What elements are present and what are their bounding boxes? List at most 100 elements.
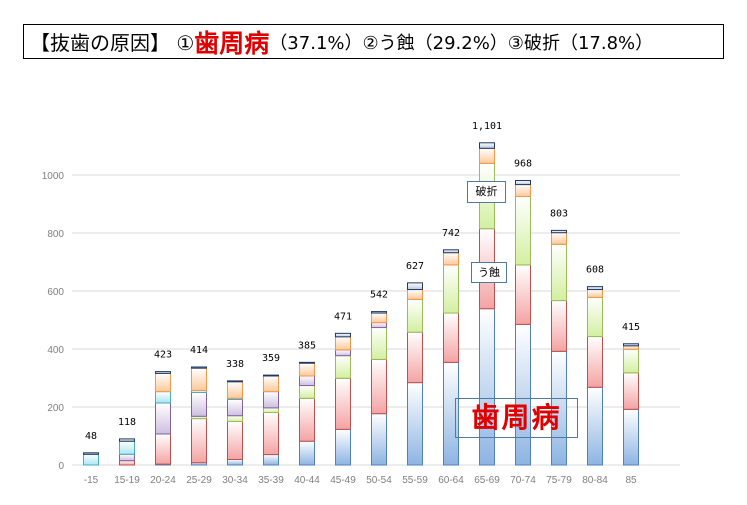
- bar-segment: [155, 402, 171, 435]
- data-label: 415: [622, 322, 640, 333]
- bar-segment: [515, 195, 531, 266]
- x-tick-label: 35-39: [258, 475, 284, 486]
- bar-segment: [479, 308, 495, 466]
- x-tick-label: 75-79: [546, 475, 572, 486]
- bar-segment: [299, 440, 315, 466]
- bar-segment: [587, 286, 603, 291]
- data-label: 968: [514, 159, 532, 170]
- data-label: 338: [226, 359, 244, 370]
- bar-segment: [515, 323, 531, 466]
- bar-segment: [515, 184, 531, 197]
- x-tick-label: 30-34: [222, 475, 248, 486]
- bar-segment: [443, 264, 459, 314]
- bar-segment: [119, 453, 135, 462]
- bar-segment: [335, 428, 351, 466]
- bar-segment: [587, 336, 603, 388]
- title-rest: （37.1%）②う蝕（29.2%）③破折（17.8%）: [269, 32, 654, 54]
- x-tick-label: 65-69: [474, 475, 500, 486]
- bar-segment: [515, 180, 531, 186]
- bar-segment: [119, 438, 135, 442]
- annotation-fracture: 破折: [467, 181, 506, 203]
- bar-segment: [263, 375, 279, 393]
- title-highlight: 歯周病: [194, 28, 270, 58]
- bar-segment: [479, 147, 495, 164]
- bar-segment: [335, 336, 351, 351]
- bar-segment: [623, 343, 639, 347]
- bar-segment: [407, 382, 423, 466]
- bar-segment: [587, 289, 603, 298]
- bar-segment: [371, 312, 387, 324]
- bar-segment: [371, 358, 387, 415]
- bar-segment: [371, 322, 387, 329]
- bar-segment: [227, 421, 243, 460]
- bar-segment: [335, 349, 351, 357]
- bar-segment: [263, 391, 279, 409]
- bar-segment: [443, 252, 459, 266]
- x-tick-label: 80-84: [582, 475, 608, 486]
- bar-segment: [623, 372, 639, 410]
- bar-segment: [155, 372, 171, 393]
- bar-segment: [335, 355, 351, 379]
- bar-segment: [371, 327, 387, 360]
- y-tick-label: 800: [47, 229, 64, 240]
- data-label: 48: [85, 431, 97, 442]
- data-label: 803: [550, 208, 568, 219]
- bar-segment: [587, 296, 603, 338]
- bar-segment: [227, 458, 243, 466]
- bar-segment: [407, 298, 423, 333]
- x-tick-label: 70-74: [510, 475, 536, 486]
- x-tick-label: 40-44: [294, 475, 320, 486]
- x-tick-label: 50-54: [366, 475, 392, 486]
- data-label: 359: [262, 353, 280, 364]
- bar-segment: [263, 407, 279, 414]
- bar-segment: [227, 380, 243, 383]
- bar-segment: [227, 398, 243, 417]
- bar-segment: [299, 361, 315, 364]
- bar-segment: [263, 454, 279, 466]
- data-label: 627: [406, 261, 424, 272]
- bar-segment: [479, 142, 495, 149]
- annotation-caries: う蝕: [471, 262, 507, 283]
- bar-segment: [155, 371, 171, 374]
- bar-segment: [407, 331, 423, 384]
- bar-segment: [443, 249, 459, 254]
- bar-segment: [191, 366, 207, 369]
- data-label: 385: [298, 340, 316, 351]
- x-tick-label: 15-19: [114, 475, 140, 486]
- y-tick-label: 600: [47, 287, 64, 298]
- bar-segment: [551, 243, 567, 302]
- data-label: 742: [442, 228, 460, 239]
- title-prefix: 【抜歯の原因】 ①: [30, 31, 195, 55]
- bar-segment: [263, 412, 279, 456]
- bar-segment: [551, 232, 567, 245]
- y-tick-label: 400: [47, 345, 64, 356]
- bar-segment: [119, 460, 135, 466]
- x-tick-label: 55-59: [402, 475, 428, 486]
- bar-segment: [551, 300, 567, 352]
- bar-segment: [191, 367, 207, 391]
- bar-segment: [623, 345, 639, 350]
- bar-segment: [335, 377, 351, 430]
- data-label: 1,101: [472, 121, 502, 132]
- bar-segment: [299, 385, 315, 399]
- bar-segment: [371, 413, 387, 466]
- y-tick-label: 1000: [42, 171, 65, 182]
- bar-segment: [623, 408, 639, 466]
- x-tick-label: 20-24: [150, 475, 176, 486]
- bar-segment: [407, 282, 423, 291]
- chart-title: 【抜歯の原因】 ① 歯周病 （37.1%）②う蝕（29.2%）③破折（17.8%）: [23, 24, 724, 59]
- y-tick-label: 0: [58, 461, 64, 472]
- data-label: 542: [370, 290, 388, 301]
- bar-segment: [191, 392, 207, 417]
- bar-segment: [299, 362, 315, 377]
- bar-segment: [227, 415, 243, 423]
- data-label: 118: [118, 417, 136, 428]
- data-label: 471: [334, 311, 352, 322]
- bar-segment: [263, 374, 279, 377]
- bar-segment: [515, 264, 531, 325]
- data-label: 414: [190, 345, 208, 356]
- x-tick-label: 60-64: [438, 475, 464, 486]
- bar-segment: [335, 332, 351, 338]
- bar-segment: [407, 289, 423, 300]
- bar-segment: [83, 452, 99, 455]
